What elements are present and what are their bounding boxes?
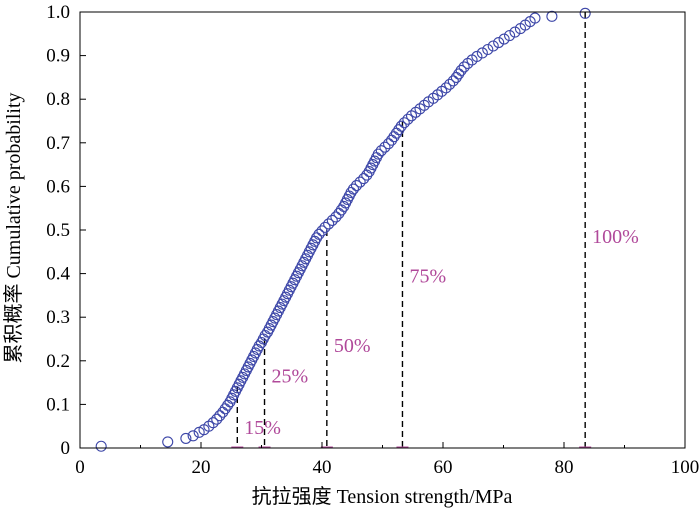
data-point (311, 232, 323, 244)
y-tick-label: 0.9 (46, 46, 70, 67)
y-tick-label: 0.4 (46, 264, 70, 285)
data-point (313, 228, 325, 240)
data-point (493, 36, 505, 49)
data-point (211, 413, 223, 425)
data-point (162, 436, 174, 448)
y-tick-label: 0 (61, 438, 71, 459)
data-point (471, 50, 483, 63)
y-tick-label: 0.7 (46, 133, 70, 154)
data-point (375, 145, 387, 157)
data-point (350, 179, 363, 192)
data-point (458, 61, 470, 73)
data-point (503, 29, 516, 42)
data-point (395, 120, 407, 132)
percentile-label: 25% (272, 366, 309, 388)
axes (79, 11, 686, 449)
x-tick-label: 0 (75, 457, 85, 478)
data-point (444, 78, 456, 90)
tick-labels: 0 20 40 60 80 100 0 0.1 0.2 0.3 0.4 0.5 0.6 0.7 0.8 0.9… (46, 2, 699, 478)
data-point (393, 124, 405, 136)
data-point (487, 40, 499, 52)
data-point (345, 186, 357, 199)
data-point (347, 183, 360, 195)
x-tick-label: 40 (313, 457, 332, 478)
data-point (219, 403, 231, 415)
data-point (509, 26, 521, 38)
data-points (95, 7, 591, 452)
percentile-annotations: 15% 25% 50% 75% 100% (231, 12, 639, 448)
x-tick-label: 60 (434, 457, 453, 478)
data-point (390, 127, 402, 139)
data-point (382, 138, 395, 150)
data-point (358, 173, 370, 185)
y-tick-label: 0.3 (46, 307, 70, 328)
y-tick-label: 0.2 (46, 351, 70, 372)
data-point (579, 7, 591, 19)
data-point (546, 10, 558, 22)
data-point (482, 43, 494, 56)
data-point (447, 75, 459, 87)
data-point (95, 440, 107, 452)
y-tick-label: 0.6 (46, 176, 70, 197)
x-tick-label: 80 (555, 457, 574, 478)
x-tick-label: 20 (192, 457, 211, 478)
data-point (330, 211, 342, 223)
x-tick-label: 100 (671, 457, 700, 478)
percentile-label: 100% (592, 226, 639, 248)
data-point (214, 410, 226, 422)
percentile-label: 75% (409, 265, 446, 287)
percentile-label: 50% (334, 335, 371, 357)
y-tick-label: 0.8 (46, 89, 70, 110)
data-point (354, 176, 366, 188)
data-point (529, 12, 541, 24)
data-point (453, 68, 465, 80)
data-point (207, 417, 219, 429)
data-point (326, 214, 338, 226)
data-point (440, 82, 452, 94)
y-tick-label: 0.1 (46, 394, 70, 415)
data-point (455, 64, 467, 76)
data-point (398, 117, 410, 129)
data-point (180, 432, 192, 444)
data-point (319, 221, 331, 233)
y-axis-title: 累积概率 Cumulative probability (2, 92, 25, 363)
data-point (402, 113, 414, 125)
data-point (323, 218, 335, 230)
y-tick-label: 0.5 (46, 220, 70, 241)
data-point (316, 225, 328, 237)
data-point (187, 430, 199, 442)
percentile-label: 15% (244, 417, 281, 439)
y-tick-label: 1.0 (46, 2, 70, 23)
data-point (372, 148, 384, 160)
x-axis-title: 抗拉强度 Tension strength/MPa (252, 485, 513, 508)
data-point (379, 141, 391, 153)
data-point (476, 47, 488, 59)
data-point (498, 33, 510, 45)
data-point (388, 131, 400, 143)
